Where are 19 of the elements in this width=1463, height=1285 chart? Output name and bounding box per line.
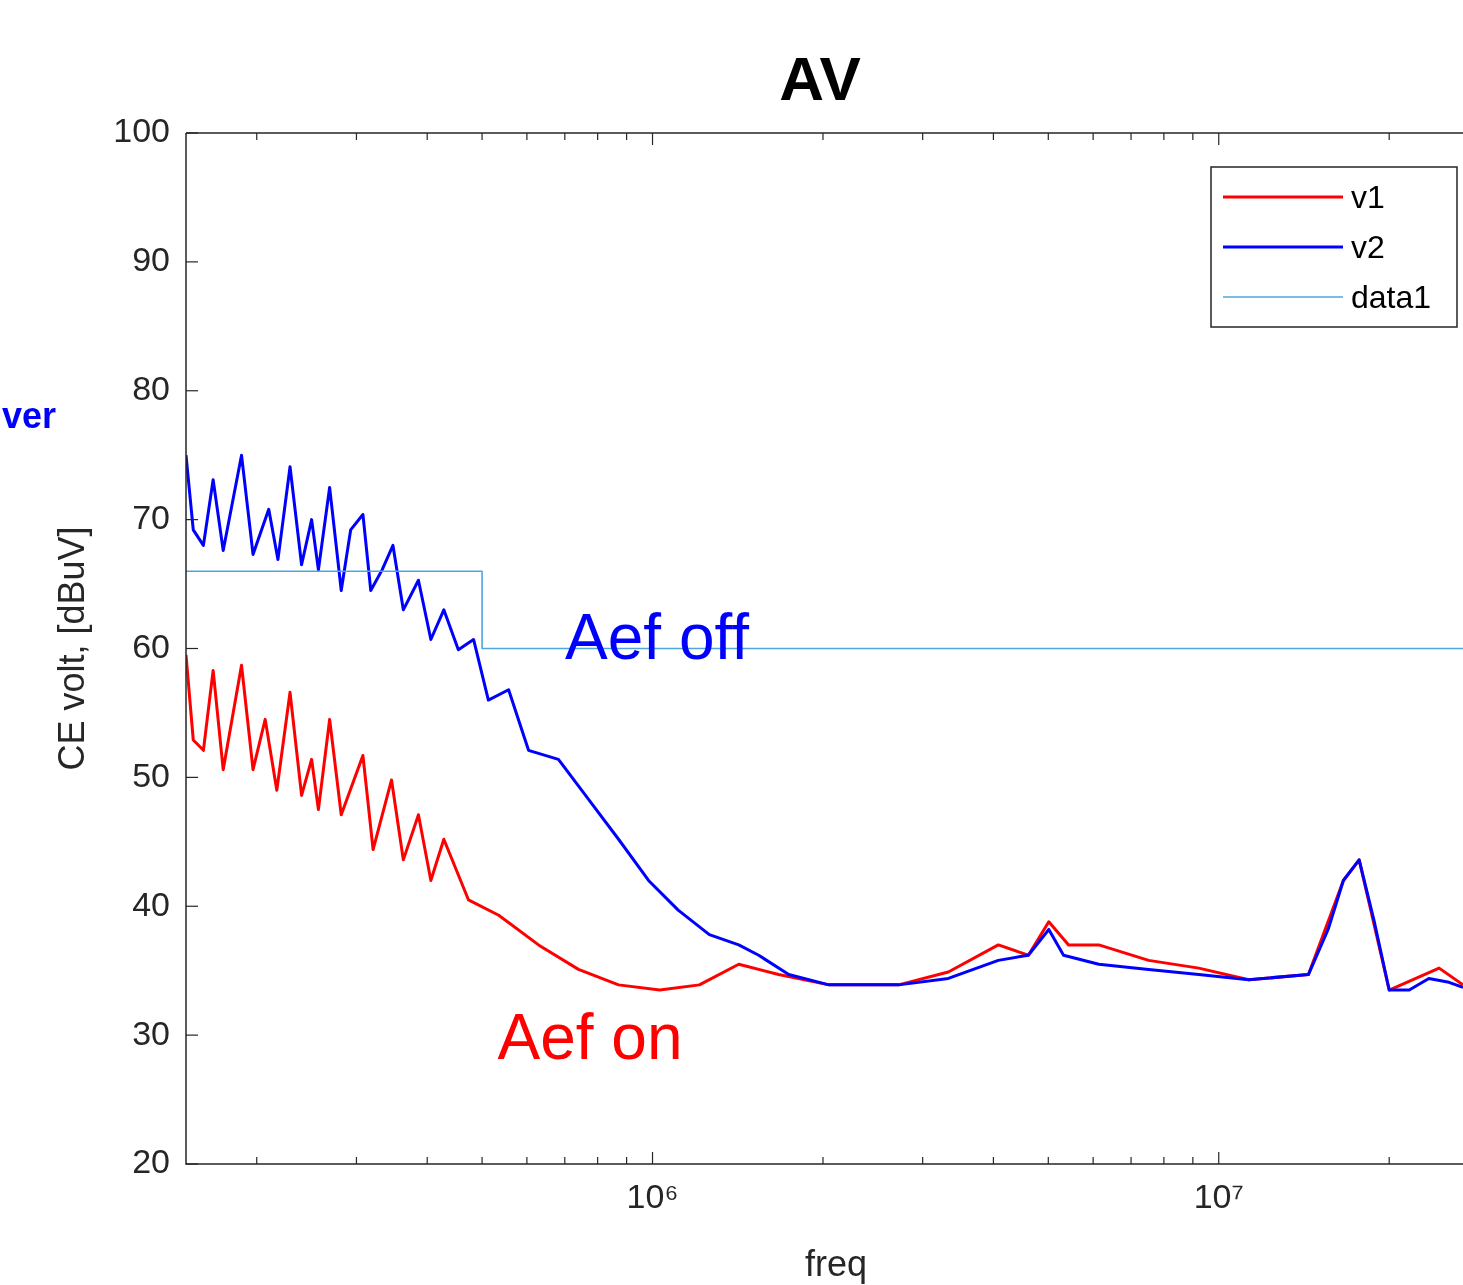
y-tick-label: 90 bbox=[132, 240, 170, 279]
y-tick-label: 20 bbox=[132, 1142, 170, 1181]
y-tick-label: 30 bbox=[132, 1013, 170, 1052]
legend-label: data1 bbox=[1351, 278, 1432, 315]
y-tick-label: 80 bbox=[132, 369, 170, 408]
y-tick-label: 40 bbox=[132, 884, 170, 923]
legend-label: v1 bbox=[1351, 178, 1385, 215]
x-axis-title: freq bbox=[804, 1243, 868, 1284]
chart-title: AV bbox=[779, 44, 861, 113]
x-tick-label: 10⁷ bbox=[1193, 1176, 1244, 1215]
y-tick-label: 60 bbox=[132, 626, 170, 665]
text: ver bbox=[2, 394, 57, 436]
x-tick-label: 10⁶ bbox=[626, 1176, 679, 1215]
y-axis-title: CE volt, [dBuV] bbox=[50, 526, 92, 771]
y-tick-label: 50 bbox=[132, 755, 170, 794]
annotation: Aef on bbox=[497, 1000, 683, 1073]
y-tick-label: 70 bbox=[132, 498, 170, 536]
legend-label: v2 bbox=[1351, 228, 1385, 265]
y-tick-label: 100 bbox=[113, 111, 170, 150]
